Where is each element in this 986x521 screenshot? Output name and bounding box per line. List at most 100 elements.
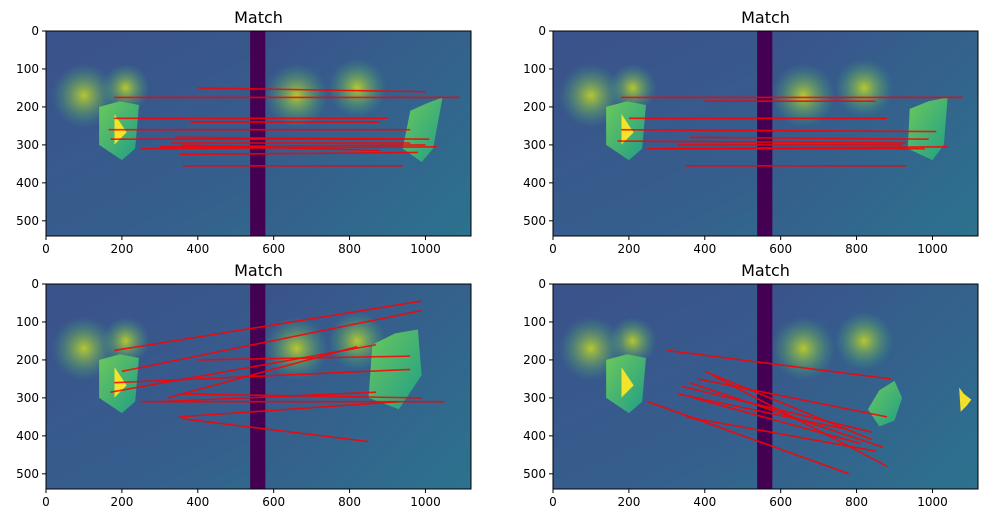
x-tick-label: 200 [110, 495, 133, 509]
divider-strip [250, 284, 266, 489]
x-tick-label: 400 [693, 495, 716, 509]
match-line [178, 400, 399, 418]
y-tick-label: 300 [16, 138, 39, 152]
y-tick-label: 200 [523, 100, 546, 114]
depth-image [46, 31, 505, 236]
y-tick-label: 100 [523, 315, 546, 329]
glow-blob [101, 64, 150, 112]
depth-image [46, 284, 482, 489]
y-tick-label: 0 [538, 277, 546, 291]
glow-blob [834, 311, 894, 371]
match-line [197, 355, 411, 361]
x-tick-label: 200 [617, 242, 640, 256]
chart-title: Match [234, 8, 283, 27]
glow-blob [327, 58, 387, 118]
match-line [178, 151, 418, 156]
match-line [159, 391, 377, 403]
match-line [647, 400, 850, 475]
y-tick-label: 500 [523, 214, 546, 228]
glow-blob [101, 317, 150, 365]
object-shape [402, 97, 443, 162]
chart-title: Match [234, 261, 283, 280]
y-tick-label: 400 [523, 429, 546, 443]
x-tick-label: 0 [42, 495, 50, 509]
object-highlight [959, 387, 972, 412]
glow-blob [834, 58, 894, 118]
match-line [182, 144, 380, 152]
match-line [182, 417, 369, 443]
x-tick-label: 800 [338, 242, 361, 256]
x-tick-label: 0 [549, 495, 557, 509]
axes-frame [552, 30, 979, 237]
match-line [689, 136, 929, 140]
glow-blob [264, 63, 329, 128]
object-highlight [473, 351, 482, 390]
match-lines [647, 349, 891, 475]
glow-blob [608, 317, 657, 365]
match-line [685, 416, 876, 452]
y-tick-label: 100 [16, 62, 39, 76]
match-line [175, 136, 430, 140]
match-panel-2: Match 0 200 400 600 800 1000 0 100 200 300 400 500 [523, 8, 979, 256]
y-tick-label: 500 [523, 467, 546, 481]
y-tick-label: 100 [16, 315, 39, 329]
y-tick-label: 200 [16, 100, 39, 114]
match-line [159, 144, 426, 148]
x-tick-label: 800 [845, 242, 868, 256]
object-highlight [621, 367, 634, 398]
y-tick-label: 200 [16, 353, 39, 367]
match-lines [108, 87, 460, 167]
x-tick-label: 400 [693, 242, 716, 256]
divider-strip [250, 31, 266, 236]
match-line [678, 393, 842, 430]
match-line [693, 397, 861, 445]
y-tick-label: 300 [523, 138, 546, 152]
match-lines [110, 300, 445, 443]
depth-image [553, 31, 978, 236]
x-tick-label: 0 [42, 242, 50, 256]
x-tick-label: 1000 [917, 495, 948, 509]
match-line [621, 128, 937, 133]
x-tick-label: 600 [769, 242, 792, 256]
divider-strip [757, 31, 773, 236]
x-tick-label: 800 [338, 495, 361, 509]
x-tick-label: 1000 [410, 495, 441, 509]
match-line [666, 349, 891, 380]
x-tick-label: 800 [845, 495, 868, 509]
glow-blob [771, 316, 836, 381]
axes-frame [45, 283, 472, 490]
match-line [114, 368, 411, 384]
x-tick-label: 200 [617, 495, 640, 509]
y-tick-label: 400 [16, 429, 39, 443]
depth-image [553, 284, 978, 489]
object-highlight [494, 115, 505, 145]
y-tick-label: 0 [31, 24, 39, 38]
x-tick-label: 600 [262, 495, 285, 509]
match-panel-4: Match 0 200 400 600 800 1000 0 100 200 300 400 500 [523, 261, 979, 509]
divider-strip [757, 284, 773, 489]
match-line [617, 140, 906, 144]
match-lines [617, 96, 963, 167]
x-tick-label: 600 [769, 495, 792, 509]
x-tick-label: 600 [262, 242, 285, 256]
x-tick-label: 200 [110, 242, 133, 256]
match-panel-1: Match 0 200 400 600 800 1000 0 100 200 300 400 500 [16, 8, 505, 256]
match-line [704, 370, 873, 441]
x-tick-label: 1000 [917, 242, 948, 256]
x-tick-label: 1000 [410, 242, 441, 256]
axes-frame [552, 283, 979, 490]
match-line [114, 300, 422, 352]
match-panel-3: Match 0 200 400 600 800 1000 0 100 200 300 400 500 [16, 261, 482, 509]
y-tick-label: 500 [16, 467, 39, 481]
match-line [121, 309, 422, 373]
x-tick-label: 400 [186, 242, 209, 256]
glow-blob [608, 64, 657, 112]
object-shape [907, 97, 948, 161]
chart-title: Match [741, 261, 790, 280]
axes-frame [45, 30, 472, 237]
glow-blob [264, 316, 329, 381]
x-tick-label: 400 [186, 495, 209, 509]
y-tick-label: 500 [16, 214, 39, 228]
glow-blob [771, 63, 836, 128]
